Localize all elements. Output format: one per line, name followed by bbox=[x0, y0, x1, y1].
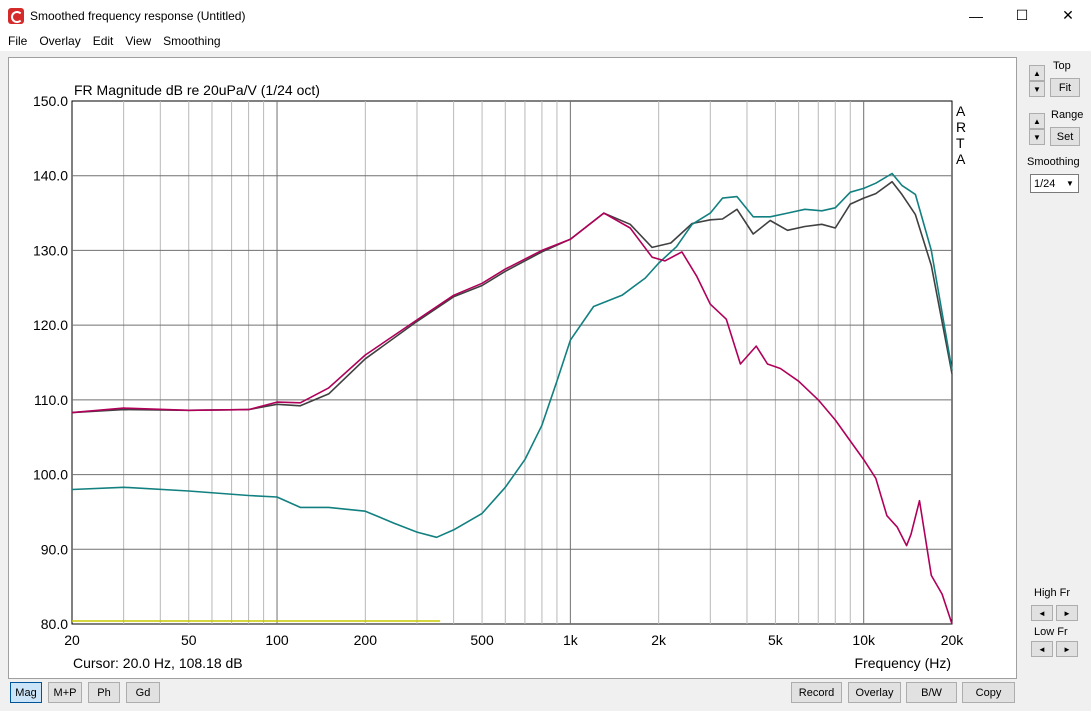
bw-button[interactable]: B/W bbox=[906, 682, 957, 703]
bottom-toolbar: Mag M+P Ph Gd Record Overlay B/W Copy bbox=[0, 679, 1091, 711]
window-title: Smoothed frequency response (Untitled) bbox=[30, 8, 246, 23]
x-tick-label: 500 bbox=[470, 632, 494, 648]
watermark-letter-4: A bbox=[956, 151, 966, 167]
y-tick-label: 140.0 bbox=[33, 168, 68, 184]
top-down-button[interactable]: ▼ bbox=[1029, 81, 1045, 97]
smoothing-label: Smoothing bbox=[1027, 156, 1080, 168]
smoothing-select[interactable]: 1/24 ▼ bbox=[1030, 174, 1079, 193]
menu-file[interactable]: File bbox=[8, 34, 28, 48]
x-tick-label: 200 bbox=[354, 632, 378, 648]
y-tick-label: 80.0 bbox=[41, 616, 68, 632]
watermark-letter-2: R bbox=[956, 119, 966, 135]
high-fr-right-button[interactable]: ► bbox=[1056, 605, 1078, 621]
copy-button[interactable]: Copy bbox=[962, 682, 1015, 703]
close-button[interactable]: ✕ bbox=[1062, 7, 1074, 23]
tab-mag[interactable]: Mag bbox=[10, 682, 42, 703]
series-line-2 bbox=[71, 172, 953, 539]
y-tick-label: 110.0 bbox=[34, 392, 68, 408]
series-line-1 bbox=[71, 180, 953, 414]
tab-ph[interactable]: Ph bbox=[88, 682, 120, 703]
x-tick-label: 5k bbox=[768, 632, 784, 648]
range-up-button[interactable]: ▲ bbox=[1029, 113, 1045, 129]
watermark-letter-1: A bbox=[956, 103, 966, 119]
x-tick-label: 2k bbox=[651, 632, 667, 648]
maximize-button[interactable]: ☐ bbox=[1015, 7, 1029, 23]
side-panel: ▲ ▼ Top Fit ▲ ▼ Range Set Smoothing 1/24… bbox=[1021, 57, 1091, 679]
plot-frame bbox=[71, 100, 953, 625]
low-fr-label: Low Fr bbox=[1034, 626, 1068, 638]
series-line-3 bbox=[71, 212, 953, 625]
overlay-button[interactable]: Overlay bbox=[848, 682, 901, 703]
series-group bbox=[71, 172, 953, 625]
y-tick-label: 100.0 bbox=[33, 467, 68, 483]
menu-overlay[interactable]: Overlay bbox=[39, 34, 81, 48]
x-tick-label: 10k bbox=[852, 632, 876, 648]
menu-smoothing[interactable]: Smoothing bbox=[163, 34, 221, 48]
tab-mp[interactable]: M+P bbox=[48, 682, 82, 703]
tick-labels: 80.0 90.0 100.0 110.0 120.0 130.0 140.0 150.0 20… bbox=[33, 93, 964, 648]
frequency-response-chart: 80.0 90.0 100.0 110.0 120.0 130.0 140.0 150.0 20… bbox=[33, 82, 966, 671]
smoothing-value: 1/24 bbox=[1034, 177, 1056, 190]
menu-edit[interactable]: Edit bbox=[92, 34, 114, 48]
arta-app-icon bbox=[8, 7, 24, 24]
y-tick-label: 150.0 bbox=[33, 93, 68, 109]
x-axis-label: Frequency (Hz) bbox=[855, 655, 951, 671]
low-fr-right-button[interactable]: ► bbox=[1056, 641, 1078, 657]
minimize-button[interactable]: — bbox=[969, 7, 983, 24]
x-tick-label: 20k bbox=[941, 632, 965, 648]
range-label: Range bbox=[1051, 109, 1084, 121]
x-tick-label: 20 bbox=[64, 632, 80, 648]
chart-title: FR Magnitude dB re 20uPa/V (1/24 oct) bbox=[74, 82, 320, 98]
record-button[interactable]: Record bbox=[791, 682, 842, 703]
cursor-readout: Cursor: 20.0 Hz, 108.18 dB bbox=[73, 655, 243, 671]
plot-area[interactable]: 80.0 90.0 100.0 110.0 120.0 130.0 140.0 150.0 20… bbox=[8, 57, 1017, 679]
tab-gd[interactable]: Gd bbox=[126, 682, 160, 703]
low-fr-left-button[interactable]: ◄ bbox=[1031, 641, 1053, 657]
top-up-button[interactable]: ▲ bbox=[1029, 65, 1045, 81]
y-tick-label: 130.0 bbox=[33, 242, 68, 258]
top-label: Top bbox=[1053, 60, 1071, 72]
x-tick-label: 50 bbox=[181, 632, 197, 648]
title-bar: Smoothed frequency response (Untitled) —… bbox=[0, 0, 1091, 31]
grid bbox=[72, 101, 952, 624]
watermark-letter-3: T bbox=[956, 135, 965, 151]
high-fr-left-button[interactable]: ◄ bbox=[1031, 605, 1053, 621]
y-tick-label: 90.0 bbox=[41, 541, 68, 557]
menu-view[interactable]: View bbox=[125, 34, 152, 48]
set-button[interactable]: Set bbox=[1050, 127, 1080, 146]
y-tick-label: 120.0 bbox=[33, 317, 68, 333]
range-down-button[interactable]: ▼ bbox=[1029, 129, 1045, 145]
fit-button[interactable]: Fit bbox=[1050, 78, 1080, 97]
high-fr-label: High Fr bbox=[1034, 587, 1071, 599]
x-tick-label: 100 bbox=[265, 632, 289, 648]
x-tick-label: 1k bbox=[563, 632, 579, 648]
chevron-down-icon: ▼ bbox=[1066, 179, 1074, 188]
menu-bar: File Overlay Edit View Smoothing bbox=[0, 31, 1091, 51]
